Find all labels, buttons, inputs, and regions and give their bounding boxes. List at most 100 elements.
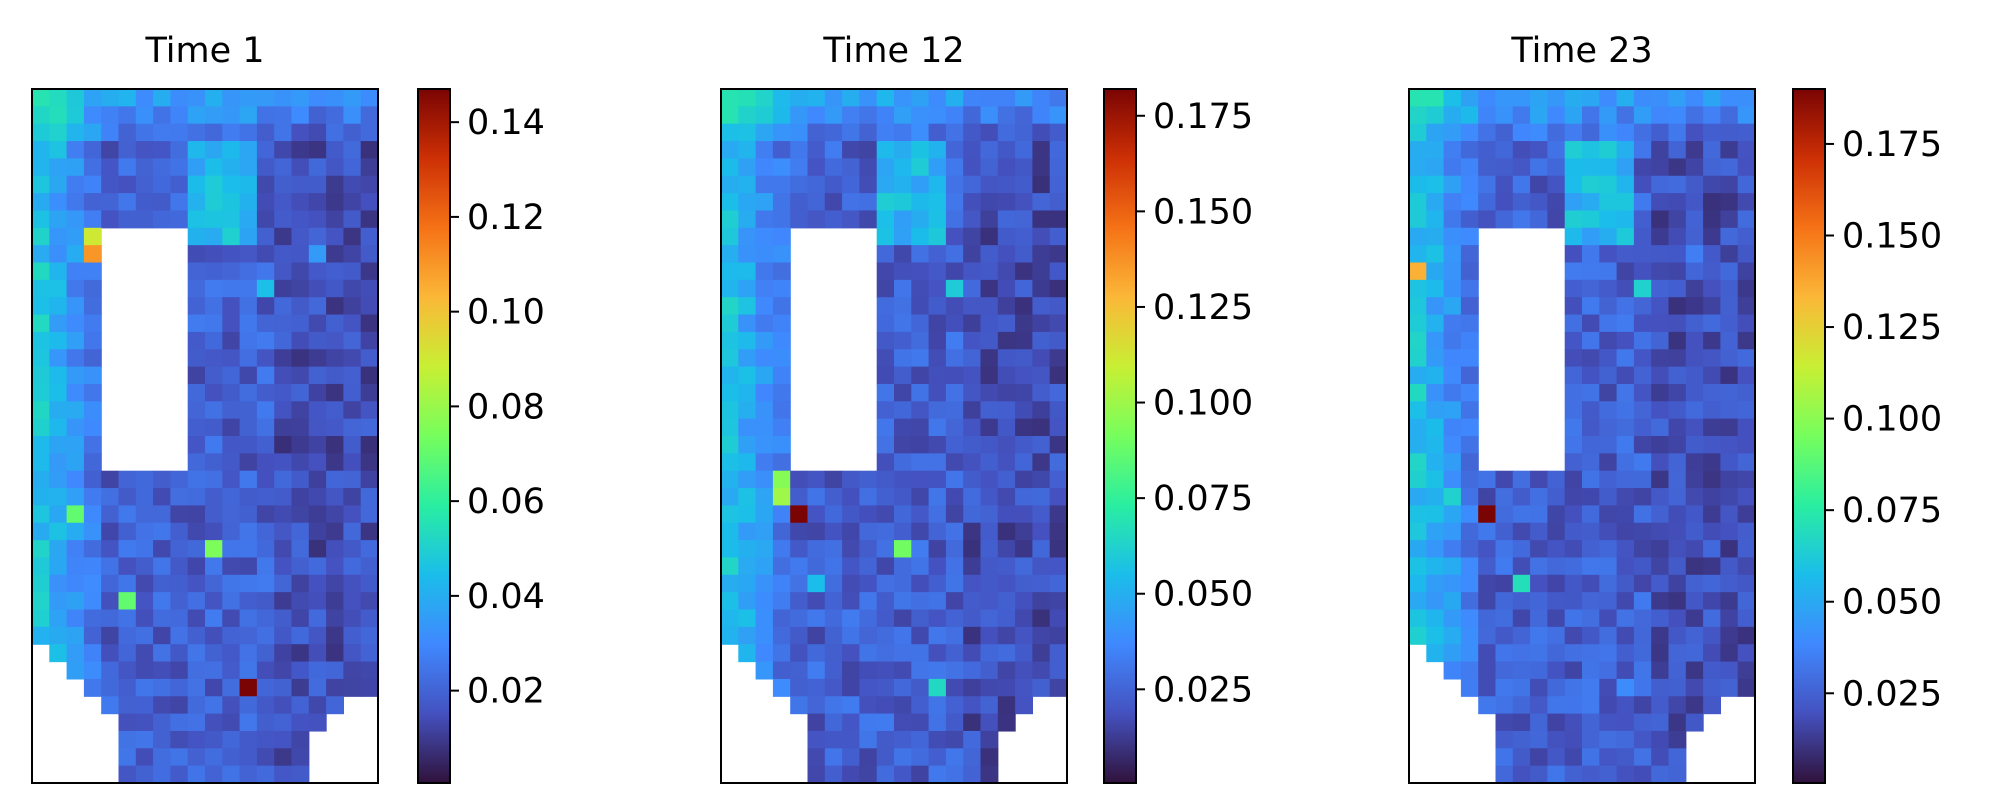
heatmap-cell	[1633, 158, 1652, 177]
heatmap-cell	[308, 106, 327, 125]
heatmap-cell	[1460, 592, 1479, 611]
heatmap-cell	[1720, 349, 1739, 368]
heatmap-cell	[291, 262, 310, 281]
heatmap-cell	[963, 279, 982, 298]
heatmap-cell	[721, 418, 739, 437]
heatmap-cell	[1443, 279, 1462, 298]
heatmap-cell	[101, 193, 120, 212]
heatmap-cell	[1564, 245, 1583, 264]
heatmap-cell	[49, 470, 68, 489]
heatmap-cell	[135, 488, 154, 506]
heatmap-cell	[187, 696, 206, 715]
heatmap-cell	[876, 748, 895, 767]
heatmap-cell	[222, 245, 241, 264]
heatmap-cell	[1512, 106, 1531, 125]
heatmap-cell	[945, 175, 964, 194]
heatmap-cell	[1015, 123, 1033, 142]
heatmap-cell	[1564, 453, 1583, 472]
heatmap-cell	[1049, 436, 1068, 454]
heatmap-cell	[49, 540, 68, 559]
heatmap-cell	[790, 522, 809, 541]
heatmap-cell	[755, 123, 774, 142]
heatmap-cell	[308, 609, 327, 628]
heatmap-cell	[1049, 557, 1068, 576]
heatmap-cell	[1049, 661, 1068, 680]
heatmap-cell	[187, 470, 206, 489]
heatmap-cell	[1633, 470, 1652, 489]
heatmap-cell	[876, 366, 895, 385]
heatmap-cell	[83, 470, 102, 489]
heatmap-cell	[738, 401, 757, 420]
heatmap-cell	[49, 401, 68, 420]
heatmap-cell	[32, 626, 50, 645]
heatmap-cell	[842, 522, 860, 541]
heatmap-cell	[32, 609, 50, 628]
heatmap-cell	[1426, 297, 1445, 316]
heatmap-cell	[842, 696, 860, 715]
heatmap-cell	[118, 505, 137, 524]
heatmap-cell	[1409, 453, 1427, 472]
heatmap-cell	[790, 574, 809, 593]
heatmap-cell	[1703, 331, 1721, 350]
heatmap-cell	[222, 748, 241, 767]
heatmap-cell	[945, 158, 964, 177]
heatmap-cell	[1049, 314, 1068, 333]
heatmap-cell	[49, 644, 68, 663]
heatmap-cell	[1460, 383, 1479, 402]
heatmap-cell	[842, 210, 860, 229]
heatmap-cell	[1599, 696, 1618, 715]
heatmap-cell	[963, 522, 982, 541]
heatmap-cell	[945, 696, 964, 715]
heatmap-cell	[755, 557, 774, 576]
heatmap-cell	[876, 609, 895, 628]
heatmap-cell	[135, 557, 154, 576]
heatmap-cell	[790, 540, 809, 559]
heatmap-cell	[928, 245, 947, 264]
heatmap-cell	[1015, 436, 1033, 454]
heatmap-cell	[222, 193, 241, 212]
heatmap-cell	[911, 175, 930, 194]
heatmap-cell	[1015, 262, 1033, 281]
heatmap-cell	[153, 557, 171, 576]
heatmap-cell	[101, 626, 120, 645]
heatmap-cell	[1049, 175, 1068, 194]
heatmap-cell	[980, 644, 999, 663]
heatmap-cell	[911, 661, 930, 680]
heatmap-cell	[1426, 488, 1445, 506]
heatmap-cell	[1703, 488, 1721, 506]
heatmap-cell	[1426, 262, 1445, 281]
heatmap-cell	[1651, 227, 1670, 246]
heatmap-cell	[1409, 488, 1427, 506]
heatmap-cell	[772, 470, 791, 489]
heatmap-cell	[291, 210, 310, 229]
heatmap-cell	[963, 436, 982, 454]
heatmap-cell	[1616, 106, 1635, 125]
heatmap-cell	[1651, 696, 1670, 715]
heatmap-cell	[1426, 366, 1445, 385]
heatmap-cell	[1582, 661, 1600, 680]
axes-frame	[720, 88, 1068, 784]
heatmap-cell	[360, 210, 379, 229]
heatmap-cell	[1633, 644, 1652, 663]
heatmap-cell	[66, 644, 85, 663]
heatmap-cell	[1582, 210, 1600, 229]
heatmap-cell	[1685, 626, 1704, 645]
heatmap-cell	[274, 175, 293, 194]
heatmap-cell	[118, 89, 137, 107]
heatmap-cell	[928, 713, 947, 732]
heatmap-cell	[1599, 748, 1618, 767]
heatmap-cell	[1564, 540, 1583, 559]
heatmap-cell	[755, 314, 774, 333]
heatmap-cell	[1616, 297, 1635, 316]
heatmap-cell	[32, 175, 50, 194]
heatmap-cell	[807, 730, 826, 749]
heatmap-cell	[1443, 522, 1462, 541]
heatmap-cell	[824, 626, 843, 645]
colorbar-tick-label: 0.04	[467, 577, 545, 617]
heatmap-cell	[360, 193, 379, 212]
heatmap-cell	[1443, 123, 1462, 142]
heatmap-cell	[360, 418, 379, 437]
heatmap-cell	[1049, 123, 1068, 142]
heatmap-cell	[118, 678, 137, 697]
heatmap-cell	[1599, 175, 1618, 194]
